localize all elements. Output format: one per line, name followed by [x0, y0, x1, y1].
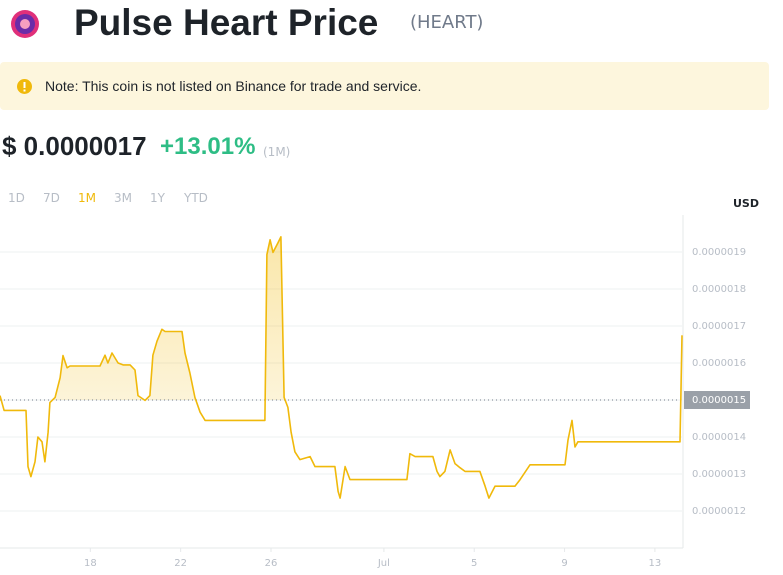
notice-banner: Note: This coin is not listed on Binance… [0, 62, 769, 110]
page-title: Pulse Heart Price [74, 2, 379, 43]
y-tick-label: 0.0000018 [692, 284, 746, 295]
coin-icon [11, 10, 39, 38]
currency-label: USD [733, 197, 759, 210]
baseline-tag [684, 391, 750, 409]
change-period: (1M) [263, 145, 291, 159]
x-tick-label: 26 [265, 558, 278, 569]
baseline-label: 0.0000015 [692, 395, 746, 406]
range-tab[interactable]: 1Y [150, 191, 165, 205]
coin-symbol: (HEART) [410, 12, 484, 33]
area-fill [0, 236, 682, 400]
price: $ 0.0000017 [2, 131, 147, 161]
x-tick-label: 9 [561, 558, 567, 569]
range-tab[interactable]: 1M [78, 191, 96, 205]
x-tick-label: 13 [649, 558, 662, 569]
y-tick-label: 0.0000017 [692, 321, 746, 332]
range-tab[interactable]: YTD [184, 191, 208, 205]
x-tick-label: 22 [174, 558, 187, 569]
y-tick-label: 0.0000019 [692, 247, 746, 258]
y-tick-label: 0.0000014 [692, 432, 746, 443]
warning-icon [17, 79, 32, 94]
range-tab[interactable]: 3M [114, 191, 132, 205]
price-line [0, 236, 683, 499]
x-tick-label: 5 [471, 558, 477, 569]
notice-text: Note: This coin is not listed on Binance… [45, 78, 422, 94]
x-tick-label: 18 [84, 558, 97, 569]
y-tick-label: 0.0000012 [692, 506, 746, 517]
y-tick-label: 0.0000013 [692, 469, 746, 480]
range-tab[interactable]: 1D [8, 191, 25, 205]
price-change: +13.01% [160, 133, 256, 160]
range-tab[interactable]: 7D [43, 191, 60, 205]
x-tick-label: Jul [377, 558, 390, 569]
y-tick-label: 0.0000016 [692, 358, 746, 369]
